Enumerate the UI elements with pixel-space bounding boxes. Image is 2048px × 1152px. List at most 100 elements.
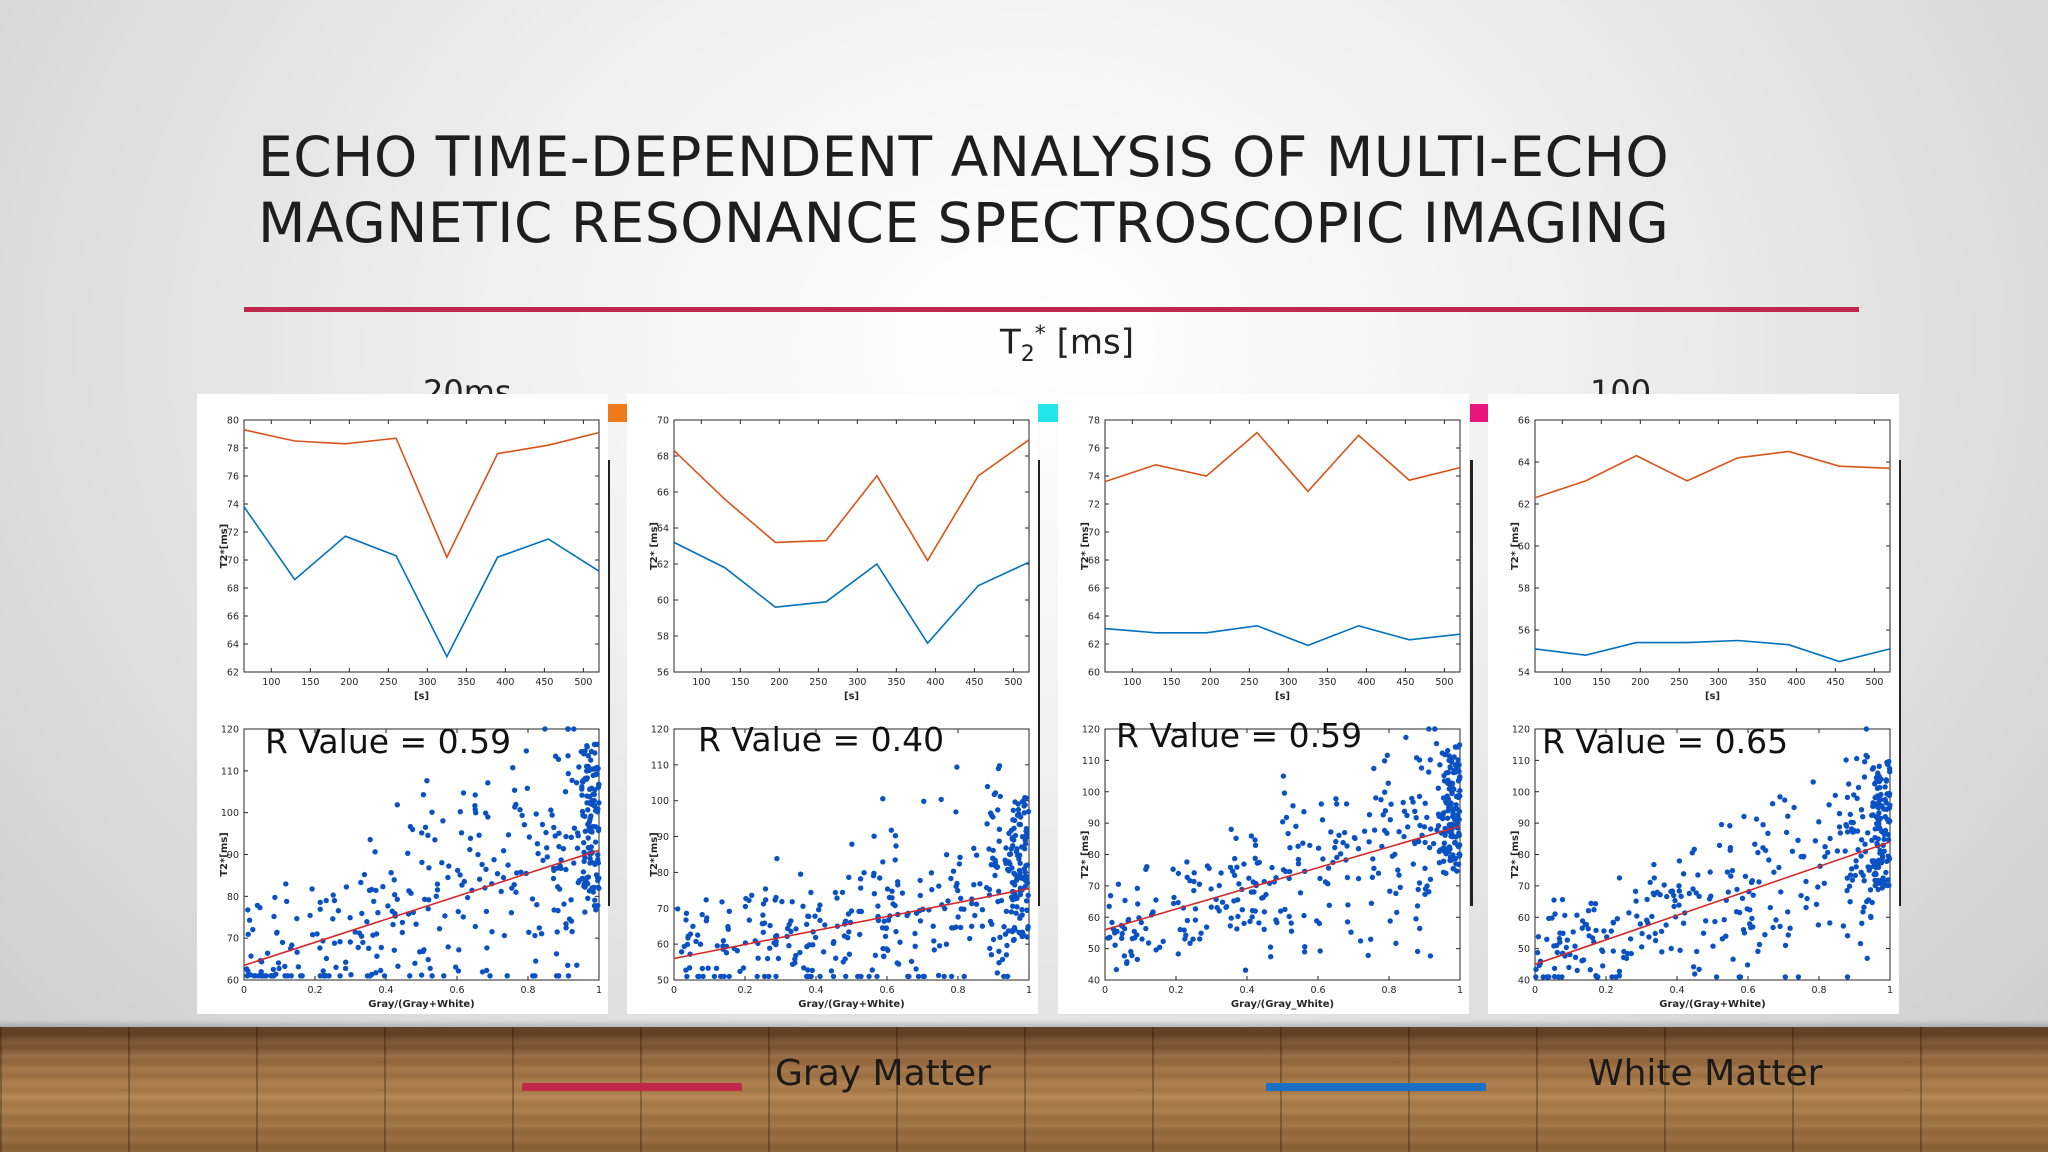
scatter-point — [1760, 822, 1766, 828]
scatter-point — [568, 834, 574, 840]
scatter-point — [1700, 930, 1707, 936]
scatter-point — [1241, 920, 1247, 927]
scatter-point — [1024, 907, 1030, 913]
scatter-point — [822, 922, 828, 928]
scatter-point — [1585, 926, 1591, 932]
scatter-point — [834, 895, 840, 901]
scatter-point — [1676, 902, 1682, 908]
scatter-point — [1249, 914, 1255, 920]
scatter-point — [988, 862, 994, 868]
scatter-point — [555, 907, 561, 914]
scatter-point — [426, 897, 432, 903]
x-tick-label: 400 — [496, 677, 514, 688]
scatter-point — [248, 953, 254, 959]
scatter-point — [1664, 893, 1670, 900]
scatter-point — [1680, 871, 1687, 877]
scatter-point — [1881, 836, 1887, 843]
scatter-point — [1533, 966, 1539, 972]
scatter-point — [1778, 889, 1784, 895]
plot-frame — [1534, 419, 1891, 673]
y-tick-label: 70 — [1518, 881, 1530, 892]
scatter-point — [953, 809, 959, 815]
scatter-point — [1633, 898, 1639, 904]
scatter-point — [556, 843, 562, 850]
x-axis-label: Gray/(Gray+White) — [1659, 999, 1766, 1010]
scatter-point — [1334, 854, 1340, 861]
scatter-point — [1850, 829, 1856, 835]
scatter-point — [591, 791, 598, 798]
scatter-point — [1853, 858, 1859, 864]
scatter-point — [1412, 808, 1418, 814]
scatter-point — [1302, 944, 1308, 950]
scatter-point — [440, 818, 446, 824]
scatter-point — [1579, 925, 1585, 931]
scatter-point — [585, 753, 591, 759]
scatter-point — [1803, 904, 1809, 911]
scatter-point — [1405, 824, 1411, 830]
scatter-point — [1422, 865, 1428, 871]
scatter-point — [566, 916, 573, 922]
x-tick-label: 500 — [1865, 677, 1883, 688]
scatter-point — [483, 908, 490, 915]
scatter-point — [1552, 911, 1558, 917]
scatter-point — [958, 895, 964, 901]
scatter-point — [760, 901, 767, 907]
scatter-point — [1235, 913, 1241, 920]
scatter-point — [889, 895, 895, 901]
scatter-point — [1389, 853, 1396, 859]
scatter-point — [373, 970, 379, 976]
scatter-point — [588, 801, 594, 807]
scatter-point — [263, 973, 269, 979]
scatter-point — [1203, 924, 1210, 930]
scatter-point — [1191, 870, 1197, 876]
scatter-point — [517, 807, 523, 813]
scatter-point — [699, 911, 705, 918]
chart-panel-3: 100 150 200 250 300 350 400 450 500 60 62 64 66 68 70 7… — [1058, 394, 1469, 1014]
scatter-point — [1875, 800, 1881, 806]
scatter-point — [998, 897, 1005, 904]
scatter-point — [588, 757, 594, 763]
x-tick-label: 100 — [1123, 677, 1141, 688]
scatter-point — [1351, 834, 1358, 841]
scatter-point — [723, 950, 730, 956]
scatter-point — [775, 955, 782, 962]
scatter-point — [505, 862, 511, 868]
scatter-point — [1604, 934, 1610, 940]
scatter-point — [793, 926, 799, 932]
legend-line-white-matter — [1266, 1083, 1486, 1091]
x-tick-label: 0.8 — [1381, 985, 1396, 996]
y-axis-label: T2* [ms] — [1080, 830, 1091, 878]
scatter-point — [1864, 754, 1871, 760]
scatter-point — [1021, 798, 1027, 804]
scatter-point — [453, 964, 459, 970]
scatter-point — [1579, 918, 1586, 924]
x-tick-label: 150 — [1592, 677, 1610, 688]
scatter-point — [518, 869, 524, 875]
scatter-point — [589, 885, 595, 891]
scatter-point — [1728, 873, 1734, 879]
scatter-point — [773, 973, 779, 980]
scatter-point — [1427, 953, 1434, 959]
scatter-point — [1124, 959, 1130, 965]
y-axis-label: T2* [ms] — [1080, 522, 1091, 570]
scatter-point — [555, 884, 561, 890]
scatter-point — [472, 803, 478, 809]
scatter-point — [1716, 842, 1723, 849]
scatter-point — [1703, 918, 1709, 924]
scatter-point — [434, 881, 441, 887]
scatter-point — [880, 859, 886, 865]
scatter-point — [1456, 832, 1462, 839]
fit-line — [243, 849, 600, 967]
legend-line-gray-matter — [522, 1083, 742, 1091]
scatter-point — [1593, 927, 1599, 934]
scatter-point — [588, 844, 594, 850]
scatter-point — [1016, 852, 1023, 858]
y-tick-label: 120 — [221, 725, 239, 736]
scatter-point — [1019, 906, 1025, 913]
scatter-point — [595, 856, 601, 863]
scatter-point — [1022, 883, 1028, 889]
scatter-point — [871, 891, 878, 897]
x-tick-label: 150 — [1162, 677, 1180, 688]
scatter-point — [320, 968, 326, 974]
x-tick-label: 100 — [1553, 677, 1571, 688]
